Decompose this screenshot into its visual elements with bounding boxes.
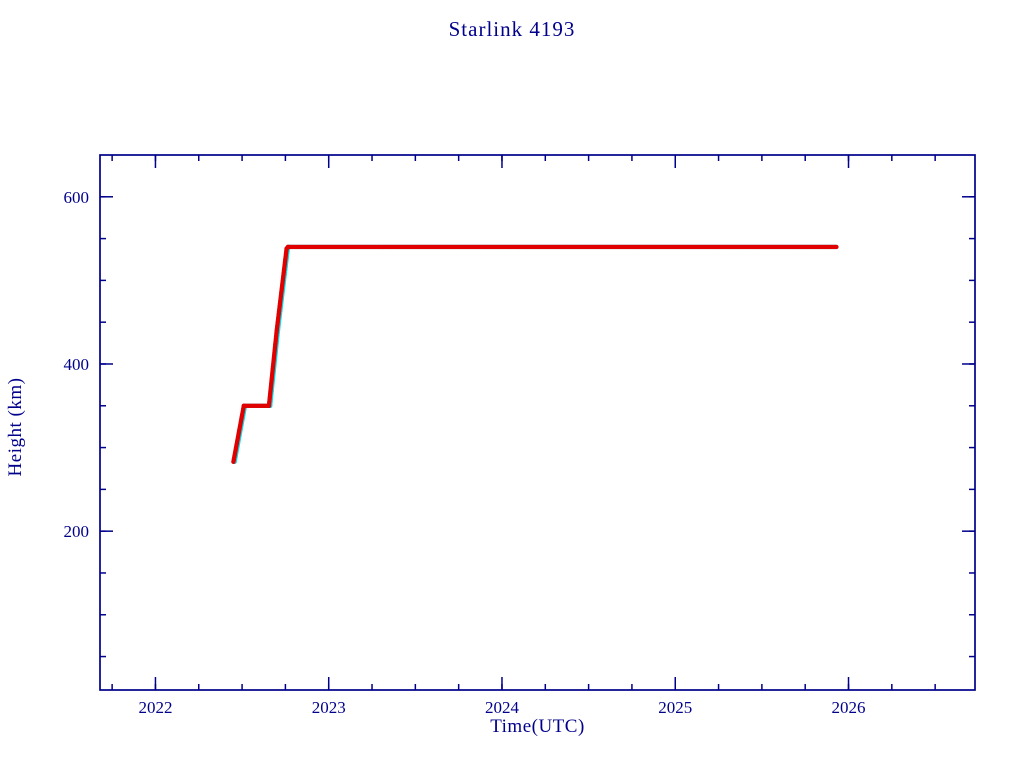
chart-title: Starlink 4193	[448, 17, 576, 41]
svg-text:200: 200	[64, 522, 90, 541]
svg-text:600: 600	[64, 188, 90, 207]
svg-text:2022: 2022	[138, 698, 172, 717]
x-axis-label: Time(UTC)	[490, 716, 585, 737]
svg-text:2025: 2025	[658, 698, 692, 717]
svg-text:2024: 2024	[485, 698, 520, 717]
svg-text:2023: 2023	[312, 698, 346, 717]
svg-text:400: 400	[64, 355, 90, 374]
svg-text:2026: 2026	[832, 698, 866, 717]
